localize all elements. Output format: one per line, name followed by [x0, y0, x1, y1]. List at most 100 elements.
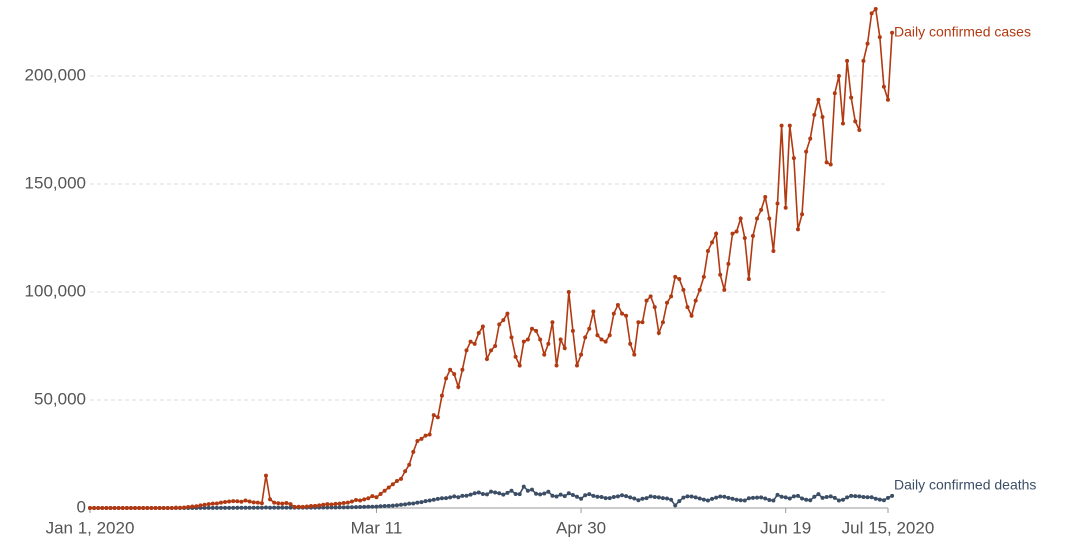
data-point [538, 492, 543, 497]
data-point [546, 341, 551, 346]
data-point [431, 497, 436, 502]
data-point [378, 504, 383, 509]
data-point [620, 311, 624, 316]
data-point [791, 156, 796, 161]
data-point [689, 313, 694, 318]
data-point [693, 495, 698, 500]
data-point [832, 91, 837, 96]
data-point [497, 322, 502, 327]
y-tick-label: 100,000 [25, 281, 86, 300]
data-point [746, 496, 751, 501]
data-point [333, 501, 338, 506]
data-point [681, 495, 686, 500]
data-point [390, 482, 395, 487]
data-point [787, 496, 792, 501]
data-point [415, 500, 420, 505]
data-point [611, 311, 616, 316]
data-point [423, 499, 428, 504]
data-point [354, 498, 358, 503]
data-point [251, 500, 256, 505]
data-point [96, 506, 101, 510]
data-point [628, 495, 633, 500]
data-point [562, 346, 567, 351]
data-point [202, 502, 207, 507]
data-point [705, 498, 710, 503]
data-point [673, 503, 678, 508]
data-point [697, 496, 702, 501]
data-point [337, 505, 342, 510]
data-point [431, 413, 436, 418]
data-point [742, 236, 747, 240]
data-point [452, 494, 457, 499]
data-point [108, 506, 113, 510]
data-point [730, 496, 735, 501]
data-point [206, 502, 211, 507]
data-point [259, 501, 264, 506]
x-tick-label: Jul 15, 2020 [842, 518, 935, 537]
data-point [783, 205, 788, 210]
data-point [607, 496, 612, 501]
data-point [599, 337, 604, 342]
data-point [665, 496, 670, 501]
data-point [607, 333, 612, 338]
data-point [251, 505, 256, 510]
data-point [382, 488, 387, 493]
data-point [444, 496, 449, 501]
data-point [169, 506, 174, 510]
data-point [869, 11, 874, 16]
data-point [468, 339, 473, 344]
data-point [849, 493, 854, 498]
data-point [636, 498, 641, 503]
data-point [325, 502, 330, 507]
x-tick-label: Apr 30 [556, 518, 606, 537]
data-point [603, 339, 608, 344]
data-point [513, 354, 518, 359]
data-point [165, 506, 170, 510]
y-tick-label: 50,000 [34, 389, 86, 408]
data-point [718, 494, 723, 499]
data-point [587, 326, 592, 331]
data-point [877, 497, 882, 502]
x-tick-label: Mar 11 [351, 518, 403, 537]
data-point [333, 505, 338, 510]
data-point [313, 503, 318, 508]
data-point [579, 352, 584, 357]
data-point [476, 490, 481, 495]
data-point [714, 231, 719, 236]
data-point [218, 500, 223, 505]
data-point [513, 491, 518, 496]
data-point [439, 393, 444, 398]
data-point [88, 506, 92, 510]
data-point [104, 506, 109, 510]
data-point [738, 498, 743, 503]
data-point [840, 497, 845, 502]
data-point [795, 227, 800, 232]
data-point [337, 501, 342, 506]
data-point [836, 74, 841, 78]
data-point [673, 274, 678, 279]
data-point [227, 499, 232, 504]
data-point [595, 494, 600, 499]
data-point [886, 97, 890, 102]
data-point [566, 491, 571, 496]
data-point [890, 493, 895, 498]
data-point [656, 331, 661, 336]
data-point [178, 505, 183, 510]
data-point [742, 498, 747, 503]
data-point [120, 506, 125, 510]
data-point [542, 352, 547, 357]
data-point [255, 500, 260, 505]
data-point [534, 491, 539, 496]
data-point [886, 495, 890, 500]
data-point [362, 497, 367, 502]
data-point [759, 207, 764, 212]
data-point [750, 233, 755, 238]
data-point [427, 432, 432, 437]
data-point [403, 502, 408, 507]
data-point [419, 436, 424, 441]
data-point [411, 449, 416, 454]
data-point [509, 488, 514, 493]
x-tick-label: Jun 19 [760, 518, 811, 537]
data-point [411, 501, 416, 506]
